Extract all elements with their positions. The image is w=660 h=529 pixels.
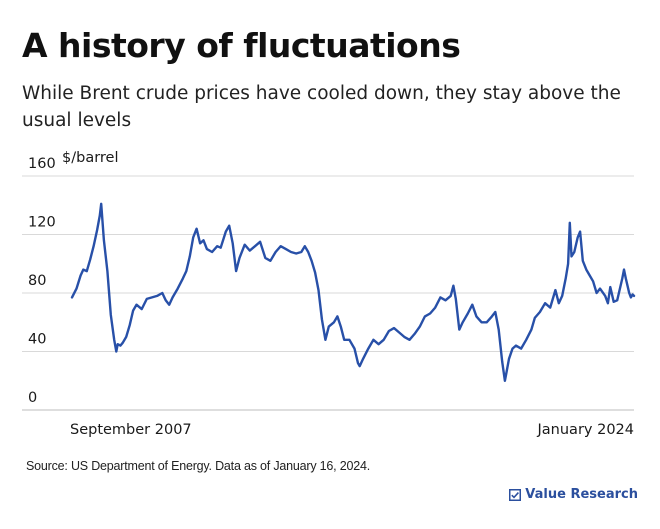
gridlines [22, 175, 634, 411]
brent-price-line [70, 202, 636, 382]
brand-logo: Value Research [509, 487, 638, 502]
y-tick-label-0: 0 [28, 390, 37, 406]
chart-title: A history of fluctuations [22, 26, 461, 65]
y-tick-label-40: 40 [28, 332, 46, 348]
brand-name: Value Research [525, 487, 638, 502]
y-axis-ticks: 0 40 80 120 160 [28, 156, 56, 406]
y-axis-unit-label: $/barrel [62, 150, 119, 166]
checkbox-icon [509, 488, 522, 501]
y-tick-label-160: 160 [28, 156, 56, 172]
x-axis-labels: September 2007 January 2024 [70, 422, 634, 438]
x-axis-label-end: January 2024 [537, 422, 634, 438]
x-axis-label-start: September 2007 [70, 422, 192, 438]
chart-subtitle: While Brent crude prices have cooled dow… [22, 83, 621, 131]
y-tick-label-120: 120 [28, 215, 56, 231]
source-note: Source: US Department of Energy. Data as… [26, 459, 371, 473]
y-tick-label-80: 80 [28, 273, 46, 289]
